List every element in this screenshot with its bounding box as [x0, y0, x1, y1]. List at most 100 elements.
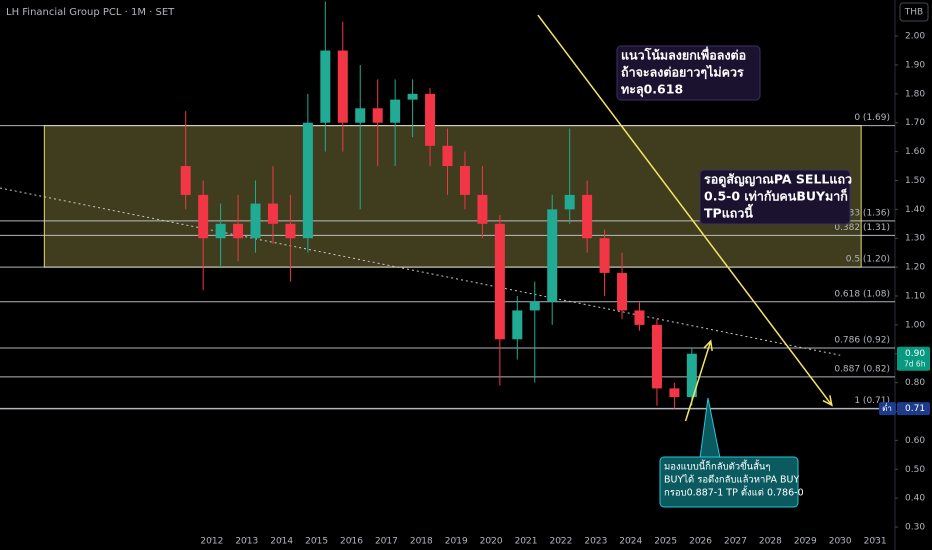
- candle-body: [285, 223, 296, 239]
- fib-label: 0.786 (0.92): [834, 335, 890, 345]
- candle-body: [337, 50, 348, 123]
- y-tick-label: 1.90: [905, 60, 925, 70]
- y-tick-label: 0.60: [905, 436, 925, 446]
- candle-body: [320, 50, 331, 123]
- candle-body: [459, 166, 470, 195]
- chart-title: LH Financial Group PCL · 1M · SET: [6, 7, 175, 18]
- fib-label: 0.382 (1.31): [834, 223, 890, 233]
- x-tick-label: 2029: [794, 537, 817, 547]
- annotation-text: มองแบบนี้ก็กลับตัวขึ้นสั้นๆ: [664, 460, 771, 473]
- x-tick-label: 2027: [724, 537, 747, 547]
- price-tag: [897, 402, 930, 416]
- candle-body: [250, 203, 261, 239]
- candle-body: [355, 108, 366, 123]
- candle-body: [425, 93, 436, 146]
- x-tick-label: 2023: [584, 537, 607, 547]
- x-tick-label: 2028: [759, 537, 782, 547]
- annotation-text: รอดูสัญญาณPA SELLแถว: [704, 172, 852, 188]
- y-tick-label: 1.20: [905, 263, 925, 273]
- y-tick-label: 1.10: [905, 291, 925, 301]
- currency: THB: [904, 8, 923, 18]
- annotation-text: BUYได้ รอดึงกลับแล้วหาPA BUY: [664, 474, 799, 486]
- annotation-text: ถ้าจะลงต่อยาวๆไม่ควร: [621, 65, 744, 80]
- candle-body: [198, 194, 209, 239]
- annotation-text: 0.5-0 เท่ากับคนBUYมาก็: [704, 189, 848, 204]
- arrow-line: [684, 340, 712, 422]
- y-tick-label: 1.60: [905, 147, 925, 157]
- price-tag-prefix-box: [879, 402, 896, 416]
- candle-body: [390, 99, 401, 123]
- y-tick-label: 0.30: [905, 523, 925, 533]
- candle-body: [669, 388, 680, 398]
- x-tick-label: 2016: [340, 537, 363, 547]
- candle-body: [180, 166, 191, 195]
- arrow-line: [537, 14, 833, 406]
- candle-body: [651, 324, 662, 389]
- x-tick-label: 2013: [235, 537, 258, 547]
- x-tick-label: 2025: [654, 537, 677, 547]
- currency-box[interactable]: [899, 2, 929, 22]
- annotation-text: กรอบ0.887-1 TP ตั้งแต่ 0.786-0: [664, 486, 804, 499]
- price-tag-prefix: ต่ำ: [882, 402, 892, 413]
- y-tick-label: 0.80: [905, 378, 925, 388]
- arrow-head: [822, 395, 833, 407]
- y-tick-label: 1.30: [905, 234, 925, 244]
- candle-body: [215, 223, 226, 239]
- candle-body: [233, 223, 244, 239]
- fib-label: 0.887 (0.82): [834, 364, 890, 374]
- fib-label: 0.618 (1.08): [834, 289, 890, 299]
- candle-body: [547, 209, 558, 302]
- price-tag-label: 0.71: [905, 404, 925, 414]
- annotation-text: TPแถวนี้: [704, 204, 753, 221]
- candle-body: [407, 93, 418, 100]
- annotation-box: [659, 456, 799, 508]
- candle-body: [686, 353, 697, 398]
- annotation-text: แนวโน้มลงยกเพื่อลงต่อ: [621, 47, 746, 63]
- fib-label: 1 (0.71): [854, 396, 890, 406]
- price-tag-label: 0.90: [905, 349, 925, 359]
- fib-label: 0 (1.69): [854, 113, 890, 123]
- fib-label: 0.3333 (1.36): [829, 208, 890, 218]
- candle-body: [477, 194, 488, 224]
- price-tag: [897, 346, 930, 371]
- candle-body: [634, 310, 645, 325]
- candle-body: [302, 122, 313, 239]
- x-tick-label: 2015: [305, 537, 328, 547]
- annotation-box: [699, 169, 851, 225]
- x-tick-label: 2026: [689, 537, 712, 547]
- y-tick-label: 1.70: [905, 118, 925, 128]
- candle-body: [512, 310, 523, 340]
- y-tick-label: 0.50: [905, 465, 925, 475]
- annotation-text: ทะลุ0.618: [621, 82, 683, 98]
- fib-label: 0.5 (1.20): [846, 255, 890, 265]
- y-tick-label: 1.50: [905, 176, 925, 186]
- y-tick-label: 1.00: [905, 320, 925, 330]
- candle-body: [564, 194, 575, 210]
- x-tick-label: 2022: [549, 537, 572, 547]
- y-tick-label: 1.40: [905, 205, 925, 215]
- x-tick-label: 2031: [864, 537, 887, 547]
- x-tick-label: 2014: [270, 537, 293, 547]
- y-tick-label: 0.40: [905, 494, 925, 504]
- y-tick-label: 1.80: [905, 89, 925, 99]
- x-tick-label: 2020: [480, 537, 503, 547]
- x-tick-label: 2024: [619, 537, 642, 547]
- candle-body: [494, 223, 505, 340]
- annotation-box: [616, 45, 761, 101]
- candle-body: [582, 194, 593, 239]
- candle-body: [372, 108, 383, 123]
- x-tick-label: 2019: [445, 537, 468, 547]
- price-tag-sub: 7d 6h: [904, 360, 926, 369]
- x-tick-label: 2012: [200, 537, 223, 547]
- arrow-head: [703, 339, 713, 352]
- candle-body: [442, 145, 453, 167]
- candle-body: [529, 301, 540, 311]
- y-tick-label: 2.00: [905, 32, 925, 42]
- candle-body: [617, 272, 628, 311]
- candle-body: [267, 203, 278, 224]
- x-tick-label: 2021: [515, 537, 538, 547]
- candle-body: [599, 238, 610, 273]
- x-tick-label: 2017: [375, 537, 398, 547]
- x-tick-label: 2030: [829, 537, 852, 547]
